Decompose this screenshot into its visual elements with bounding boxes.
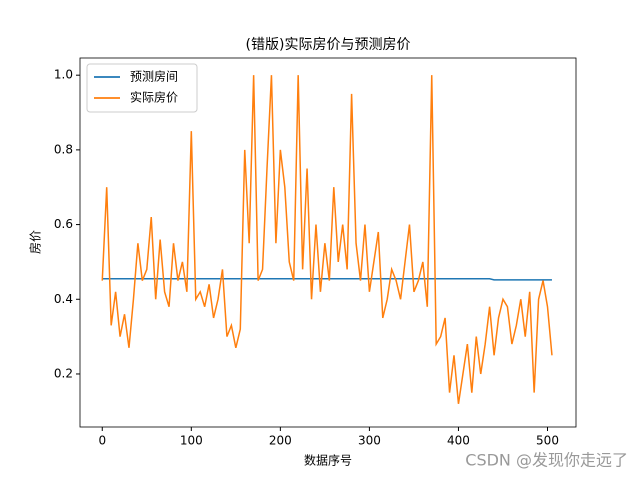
y-tick-label: 1.0 bbox=[54, 68, 73, 82]
line-series bbox=[102, 277, 552, 281]
plot-frame bbox=[79, 57, 577, 428]
legend-box bbox=[86, 63, 198, 113]
y-tick-label: 0.2 bbox=[54, 366, 73, 380]
x-axis-label: 数据序号 bbox=[304, 453, 352, 468]
x-tick-label: 0 bbox=[98, 434, 106, 448]
x-tick-label: 400 bbox=[447, 434, 470, 448]
y-axis-label: 房价 bbox=[28, 230, 43, 254]
x-tick-label: 200 bbox=[269, 434, 292, 448]
y-tick-label: 0.6 bbox=[54, 217, 73, 231]
watermark: CSDN @发现你走远了 bbox=[465, 451, 628, 470]
y-tick-label: 0.8 bbox=[54, 142, 73, 156]
chart-title: (错版)实际房价与预测房价 bbox=[246, 37, 411, 53]
legend-label: 实际房价 bbox=[130, 90, 178, 105]
line-series bbox=[101, 75, 553, 404]
legend-label: 预测房间 bbox=[130, 69, 178, 84]
x-tick-label: 500 bbox=[536, 434, 559, 448]
x-tick-label: 100 bbox=[180, 434, 203, 448]
x-tick-label: 300 bbox=[358, 434, 381, 448]
y-tick-label: 0.4 bbox=[54, 292, 73, 306]
